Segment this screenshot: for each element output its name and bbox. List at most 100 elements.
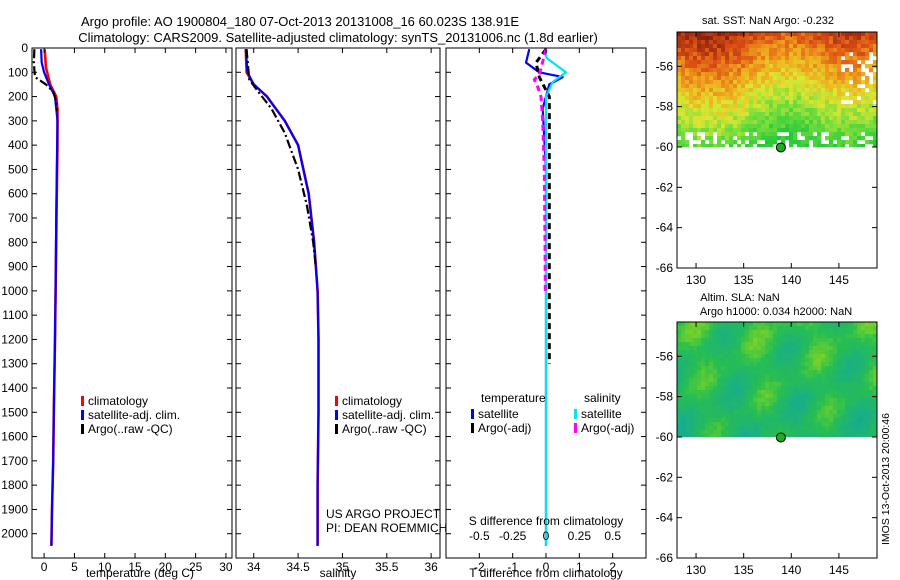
heatmap-cell bbox=[701, 32, 706, 37]
heatmap-cell bbox=[781, 378, 786, 383]
heatmap-cell bbox=[825, 338, 830, 343]
heatmap-cell bbox=[733, 108, 738, 113]
heatmap-cell bbox=[817, 68, 822, 73]
heatmap-cell bbox=[793, 386, 798, 391]
heatmap-cell bbox=[721, 378, 726, 383]
heatmap-cell bbox=[725, 32, 730, 37]
heatmap-cell bbox=[729, 104, 734, 109]
heatmap-cell bbox=[765, 418, 770, 423]
heatmap-cell bbox=[829, 402, 834, 407]
heatmap-cell bbox=[717, 338, 722, 343]
heatmap-cell bbox=[769, 88, 774, 93]
heatmap-cell bbox=[837, 40, 842, 45]
heatmap-cell bbox=[749, 386, 754, 391]
heatmap-cell bbox=[753, 410, 758, 415]
depth-tick-label: 800 bbox=[8, 235, 28, 249]
heatmap-cell bbox=[781, 36, 786, 41]
heatmap-cell bbox=[873, 426, 878, 431]
heatmap-cell bbox=[717, 370, 722, 375]
heatmap-cell bbox=[793, 56, 798, 61]
heatmap-cell bbox=[761, 358, 766, 363]
heatmap-cell bbox=[797, 140, 802, 145]
heatmap-cell bbox=[717, 418, 722, 423]
heatmap-cell bbox=[709, 350, 714, 355]
heatmap-cell bbox=[709, 362, 714, 367]
heatmap-cell bbox=[701, 112, 706, 117]
heatmap-cell bbox=[721, 426, 726, 431]
heatmap-cell bbox=[765, 378, 770, 383]
heatmap-cell bbox=[849, 36, 854, 41]
heatmap-cell bbox=[853, 342, 858, 347]
heatmap-cell bbox=[749, 334, 754, 339]
heatmap-cell bbox=[713, 334, 718, 339]
heatmap-cell bbox=[733, 370, 738, 375]
heatmap-cell bbox=[817, 92, 822, 97]
x-tick-label: 34.5 bbox=[286, 560, 310, 574]
heatmap-cell bbox=[789, 56, 794, 61]
heatmap-cell bbox=[761, 88, 766, 93]
heatmap-cell bbox=[677, 108, 682, 113]
heatmap-cell bbox=[785, 80, 790, 85]
heatmap-cell bbox=[677, 52, 682, 57]
heatmap-cell bbox=[685, 434, 690, 438]
heatmap-cell bbox=[821, 358, 826, 363]
heatmap-cell bbox=[865, 390, 870, 395]
heatmap-cell bbox=[797, 108, 802, 113]
heatmap-cell bbox=[817, 136, 822, 141]
heatmap-cell bbox=[729, 36, 734, 41]
heatmap-cell bbox=[805, 104, 810, 109]
heatmap-cell bbox=[717, 354, 722, 359]
heatmap-cell bbox=[693, 136, 698, 141]
heatmap-cell bbox=[821, 386, 826, 391]
heatmap-cell bbox=[685, 410, 690, 415]
heatmap-cell bbox=[861, 426, 866, 431]
heatmap-cell bbox=[797, 430, 802, 435]
heatmap-cell bbox=[745, 398, 750, 403]
heatmap-cell bbox=[749, 132, 754, 137]
heatmap-cell bbox=[757, 406, 762, 411]
heatmap-cell bbox=[749, 330, 754, 335]
heatmap-cell bbox=[749, 426, 754, 431]
heatmap-cell bbox=[733, 96, 738, 101]
heatmap-cell bbox=[741, 124, 746, 129]
heatmap-cell bbox=[849, 40, 854, 45]
heatmap-cell bbox=[685, 40, 690, 45]
heatmap-cell bbox=[837, 406, 842, 411]
lat-tick-label: -64 bbox=[656, 511, 674, 525]
heatmap-cell bbox=[689, 382, 694, 387]
heatmap-cell bbox=[873, 124, 878, 129]
heatmap-cell bbox=[733, 76, 738, 81]
heatmap-cell bbox=[765, 358, 770, 363]
heatmap-cell bbox=[861, 434, 866, 438]
heatmap-cell bbox=[685, 76, 690, 81]
heatmap-cell bbox=[721, 76, 726, 81]
heatmap-cell bbox=[737, 92, 742, 97]
heatmap-cell bbox=[837, 68, 842, 73]
heatmap-cell bbox=[721, 402, 726, 407]
heatmap-cell bbox=[737, 378, 742, 383]
heatmap-cell bbox=[829, 32, 834, 37]
heatmap-cell bbox=[725, 350, 730, 355]
heatmap-cell bbox=[841, 434, 846, 438]
heatmap-cell bbox=[769, 390, 774, 395]
heatmap-cell bbox=[793, 358, 798, 363]
heatmap-cell bbox=[817, 140, 822, 145]
heatmap-cell bbox=[865, 414, 870, 419]
heatmap-cell bbox=[705, 136, 710, 141]
heatmap-cell bbox=[809, 104, 814, 109]
heatmap-cell bbox=[729, 40, 734, 45]
heatmap-cell bbox=[741, 382, 746, 387]
heatmap-cell bbox=[821, 88, 826, 93]
heatmap-cell bbox=[749, 342, 754, 347]
heatmap-cell bbox=[849, 370, 854, 375]
heatmap-cell bbox=[809, 362, 814, 367]
heatmap-cell bbox=[789, 64, 794, 69]
heatmap-cell bbox=[729, 414, 734, 419]
heatmap-cell bbox=[733, 60, 738, 65]
heatmap-cell bbox=[761, 326, 766, 331]
heatmap-cell bbox=[865, 402, 870, 407]
heatmap-cell bbox=[697, 326, 702, 331]
legend-swatch bbox=[81, 410, 84, 420]
heatmap-cell bbox=[809, 52, 814, 57]
heatmap-cell bbox=[825, 48, 830, 53]
